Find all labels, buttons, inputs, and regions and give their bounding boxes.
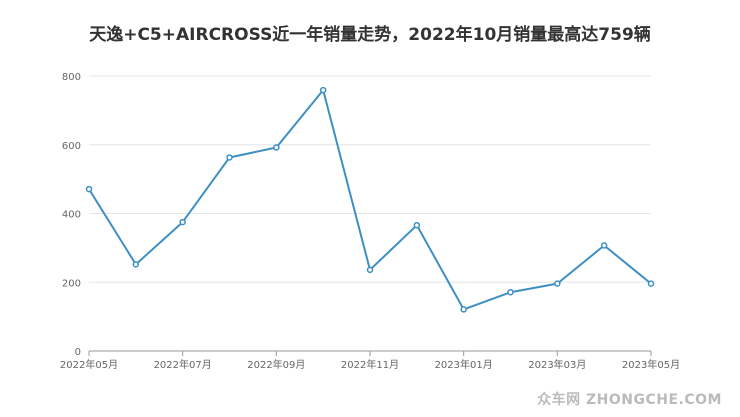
data-point: [366, 266, 374, 274]
chart-title: 天逸+C5+AIRCROSS近一年销量走势，2022年10月销量最高达759辆: [89, 25, 651, 45]
watermark: 众车网 ZHONGCHE.COM: [537, 392, 722, 408]
x-tick-label: 2022年07月: [154, 358, 212, 371]
data-point: [460, 306, 467, 313]
y-tick-label: 600: [62, 141, 81, 152]
data-point: [413, 221, 421, 229]
x-tick-label: 2023年05月: [622, 358, 680, 371]
data-point: [132, 261, 140, 268]
data-point: [507, 288, 514, 296]
x-tick-label: 2022年05月: [60, 358, 118, 371]
series-line: [88, 89, 652, 311]
data-point: [600, 242, 608, 249]
x-tick-label: 2023年01月: [435, 358, 493, 371]
data-point: [226, 154, 233, 161]
y-tick-label: 200: [62, 278, 81, 289]
data-point: [179, 218, 186, 226]
y-tick-label: 400: [62, 210, 81, 221]
x-tick-label: 2022年11月: [341, 358, 399, 371]
data-point: [85, 185, 93, 193]
y-tick-label: 800: [62, 72, 81, 83]
data-point: [647, 280, 655, 287]
x-tick-label: 2023年03月: [528, 358, 586, 371]
x-tick-label: 2022年09月: [247, 358, 305, 371]
data-point: [554, 280, 561, 287]
data-point: [273, 144, 280, 151]
y-tick-label: 0: [75, 347, 81, 358]
data-point: [319, 86, 327, 94]
